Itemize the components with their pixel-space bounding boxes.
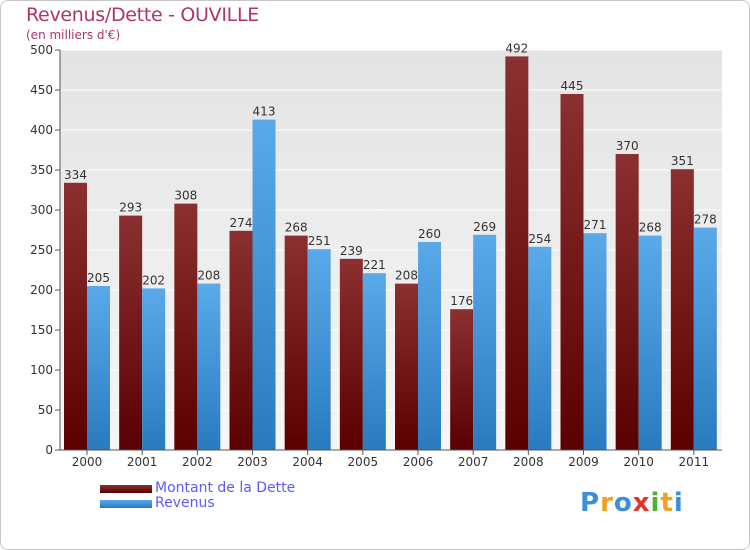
chart-subtitle: (en milliers d'€) — [26, 28, 121, 42]
bar-revenus — [197, 283, 221, 450]
proxiti-logo: Proxiti — [580, 488, 684, 518]
data-label: 208 — [197, 269, 220, 283]
bar-dette — [229, 230, 253, 450]
data-label: 221 — [363, 258, 386, 272]
logo-letter: r — [600, 488, 614, 518]
bar-dette — [64, 182, 87, 451]
bar-dette — [670, 169, 694, 450]
y-tick-label: 0 — [45, 443, 53, 457]
x-tick-label: 2000 — [72, 455, 103, 469]
y-tick-label: 500 — [30, 43, 53, 57]
data-label: 254 — [528, 232, 551, 246]
x-tick-label: 2009 — [568, 455, 599, 469]
y-tick-label: 400 — [30, 123, 53, 137]
bar-revenus — [362, 273, 386, 450]
data-label: 351 — [671, 154, 694, 168]
logo-letter: i — [650, 488, 661, 518]
legend-swatch-revenus — [100, 500, 152, 508]
data-label: 293 — [119, 201, 142, 215]
data-label: 278 — [694, 213, 717, 227]
x-tick-label: 2010 — [623, 455, 654, 469]
bar-revenus — [473, 234, 497, 450]
x-tick-label: 2011 — [679, 455, 710, 469]
data-label: 413 — [253, 105, 276, 119]
logo-letter: i — [673, 488, 684, 518]
data-label: 268 — [285, 221, 308, 235]
x-tick-label: 2005 — [348, 455, 379, 469]
data-label: 205 — [87, 271, 110, 285]
bar-dette — [450, 309, 474, 450]
chart-title: Revenus/Dette - OUVILLE — [26, 4, 259, 26]
y-tick-label: 450 — [30, 83, 53, 97]
data-label: 239 — [340, 244, 363, 258]
y-tick-label: 300 — [30, 203, 53, 217]
y-tick-label: 150 — [30, 323, 53, 337]
bar-dette — [339, 258, 363, 450]
legend-label-dette: Montant de la Dette — [155, 480, 296, 496]
bar-revenus — [693, 227, 717, 450]
x-tick-label: 2006 — [403, 455, 434, 469]
bar-revenus — [307, 249, 331, 450]
logo-letter: o — [613, 488, 633, 518]
y-tick-label: 350 — [30, 163, 53, 177]
y-tick-label: 100 — [30, 363, 53, 377]
bar-revenus — [418, 242, 441, 450]
data-label: 251 — [308, 234, 331, 248]
bar-dette — [615, 154, 639, 450]
bar-dette — [174, 203, 198, 450]
bar-revenus — [87, 286, 110, 450]
bar-revenus — [583, 233, 607, 450]
bar-dette — [505, 56, 529, 451]
x-tick-label: 2001 — [127, 455, 158, 469]
bar-revenus — [638, 235, 662, 450]
bar-dette — [119, 215, 143, 450]
legend-label-revenus: Revenus — [155, 495, 215, 511]
y-tick-label: 200 — [30, 283, 53, 297]
data-label: 268 — [639, 221, 662, 235]
data-label: 176 — [450, 294, 473, 308]
y-tick-label: 50 — [38, 403, 53, 417]
data-label: 269 — [473, 220, 496, 234]
x-tick-label: 2002 — [182, 455, 213, 469]
data-label: 334 — [64, 168, 87, 182]
y-tick-label: 250 — [30, 243, 53, 257]
x-tick-label: 2004 — [292, 455, 323, 469]
bar-dette — [284, 235, 308, 450]
bar-revenus — [252, 119, 276, 450]
data-label: 202 — [142, 273, 165, 287]
x-tick-label: 2007 — [458, 455, 489, 469]
data-label: 308 — [174, 189, 197, 203]
data-label: 274 — [230, 216, 253, 230]
logo-letter: P — [580, 488, 601, 518]
logo-letter: x — [632, 488, 651, 518]
logo-letter: t — [660, 488, 674, 518]
bar-dette — [395, 283, 418, 450]
bar-dette — [560, 94, 584, 450]
data-label: 260 — [418, 227, 441, 241]
bar-revenus — [142, 288, 166, 450]
x-tick-label: 2008 — [513, 455, 544, 469]
data-label: 445 — [561, 79, 584, 93]
data-label: 271 — [584, 218, 607, 232]
data-label: 492 — [505, 41, 528, 55]
legend-swatch-dette — [100, 485, 152, 493]
data-label: 208 — [395, 269, 418, 283]
data-label: 370 — [616, 139, 639, 153]
x-tick-label: 2003 — [237, 455, 268, 469]
bar-revenus — [528, 246, 552, 450]
